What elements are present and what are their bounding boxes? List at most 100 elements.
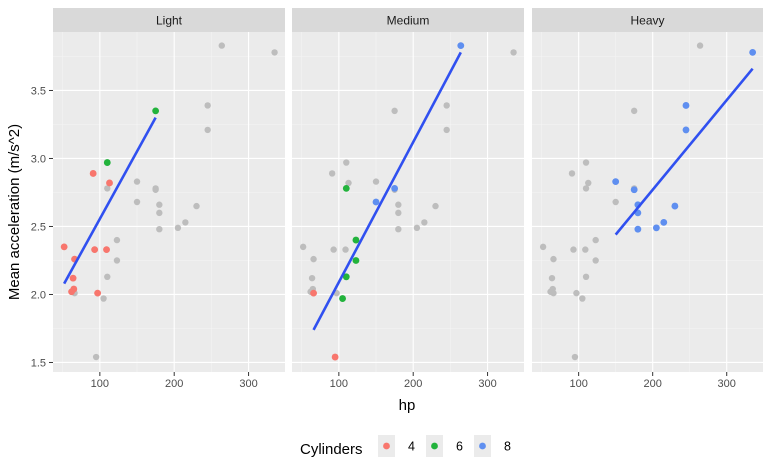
y-axis: 1.5 2.0 2.5 3.0 3.5 xyxy=(31,85,53,369)
background-point xyxy=(156,201,163,208)
background-point xyxy=(218,42,225,49)
y-tick-label: 3.5 xyxy=(31,85,46,97)
background-point xyxy=(328,170,336,177)
background-point xyxy=(204,102,211,109)
background-point xyxy=(582,159,590,166)
data-point xyxy=(103,159,111,166)
x-tick-label: 100 xyxy=(330,378,348,390)
panel-background xyxy=(53,32,285,372)
y-tick-label: 2.0 xyxy=(31,289,46,301)
background-point xyxy=(395,201,402,208)
data-point xyxy=(60,243,68,251)
background-point xyxy=(391,107,398,115)
data-point xyxy=(634,225,642,233)
background-point xyxy=(592,257,599,264)
background-point xyxy=(630,107,638,115)
background-point xyxy=(100,295,107,302)
background-point xyxy=(432,202,439,210)
background-point xyxy=(113,257,121,264)
background-point xyxy=(193,202,200,210)
background-point xyxy=(342,246,349,253)
background-point xyxy=(612,198,619,206)
data-point xyxy=(339,295,346,302)
background-point xyxy=(182,219,189,226)
facet-strip xyxy=(292,8,524,32)
background-point xyxy=(299,243,307,251)
background-point xyxy=(133,178,141,185)
legend: Cylinders 4 6 8 xyxy=(300,435,511,458)
regression-line xyxy=(614,67,754,236)
x-tick-label: 100 xyxy=(569,378,587,390)
regression-line xyxy=(63,117,157,285)
background-point xyxy=(570,246,577,253)
background-point xyxy=(92,353,100,361)
data-point xyxy=(352,236,360,244)
legend-entry-8: 8 xyxy=(474,435,511,457)
y-tick-label: 3.0 xyxy=(31,153,46,165)
background-point xyxy=(568,170,576,177)
panels-layer: Light Medium Heavy xyxy=(53,8,763,372)
background-point xyxy=(308,274,316,282)
data-point xyxy=(652,224,660,232)
legend-entry-6: 6 xyxy=(426,435,463,457)
y-axis-title: Mean acceleration (m/s^2) xyxy=(6,124,23,300)
x-axis-title: hp xyxy=(399,397,416,414)
facet-strip xyxy=(532,8,763,32)
background-point xyxy=(421,219,428,226)
legend-swatch xyxy=(479,442,486,450)
data-point xyxy=(106,179,113,187)
data-point xyxy=(660,219,668,226)
data-point xyxy=(89,170,97,177)
background-point xyxy=(585,179,592,187)
data-point xyxy=(69,274,77,282)
background-point xyxy=(156,226,163,233)
background-point xyxy=(104,185,111,192)
data-point xyxy=(91,246,99,254)
background-point xyxy=(330,246,337,253)
legend-label: 6 xyxy=(456,440,463,454)
y-tick-label: 1.5 xyxy=(31,357,46,369)
background-point xyxy=(510,49,517,56)
background-point xyxy=(579,295,586,302)
regression-line xyxy=(312,51,462,331)
background-point xyxy=(443,102,450,109)
data-point xyxy=(682,102,690,109)
data-point xyxy=(310,289,317,297)
data-point xyxy=(352,257,360,264)
data-point xyxy=(391,185,399,192)
background-point xyxy=(539,243,547,251)
background-point xyxy=(372,178,380,185)
x-axis: 100 200 300 100 200 300 100 200 300 xyxy=(91,372,736,390)
background-point xyxy=(395,209,402,217)
data-point xyxy=(682,126,690,134)
x-tick-label: 300 xyxy=(239,378,257,390)
background-point xyxy=(413,224,421,232)
legend-label: 4 xyxy=(408,440,415,454)
legend-entry-4: 4 xyxy=(378,435,415,457)
data-point xyxy=(331,353,339,361)
background-point xyxy=(104,273,111,280)
x-tick-label: 200 xyxy=(644,378,662,390)
legend-title: Cylinders xyxy=(300,441,363,458)
data-point xyxy=(94,289,102,297)
facet-strip-label: Light xyxy=(156,14,183,28)
background-point xyxy=(571,353,579,361)
facet-panel-heavy: Heavy xyxy=(532,8,763,372)
background-point xyxy=(582,185,590,192)
background-point xyxy=(550,289,557,297)
background-point xyxy=(343,159,350,166)
background-point xyxy=(174,224,182,232)
data-point xyxy=(70,285,78,293)
panel-background xyxy=(532,32,763,372)
data-point xyxy=(630,186,638,194)
background-point xyxy=(582,246,589,253)
data-point xyxy=(342,185,350,192)
background-point xyxy=(345,179,352,187)
legend-swatch xyxy=(383,442,390,450)
background-point xyxy=(204,126,211,134)
background-point xyxy=(573,289,580,297)
data-point xyxy=(152,107,160,115)
background-point xyxy=(133,198,141,206)
data-point xyxy=(749,49,757,56)
